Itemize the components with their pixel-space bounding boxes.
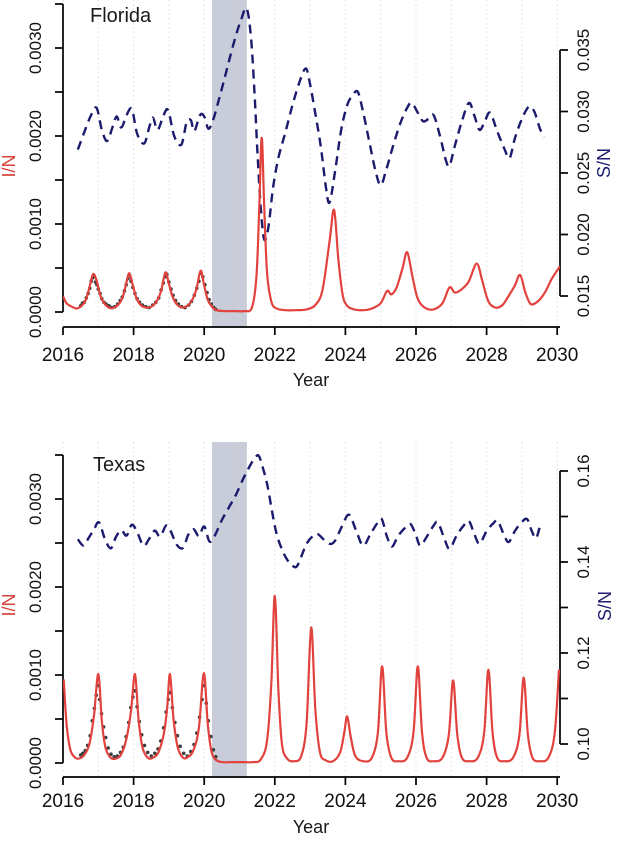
right-tick-label: 0.10	[574, 727, 593, 760]
left-axis-label-texas: I/N	[0, 593, 19, 616]
x-tick-label: 2018	[112, 345, 154, 366]
florida-panel: 2016 2018 2020 2022 2024 2026 2028 2030 0.0000 0.…	[26, 0, 593, 366]
x-tick-label: 2020	[183, 791, 225, 812]
left-tick-label: 0.0010	[26, 649, 45, 701]
left-tick-label: 0.0020	[26, 110, 45, 162]
x-tick-label: 2028	[465, 345, 507, 366]
x-tick-label: 2024	[324, 345, 367, 366]
left-tick-label: 0.0020	[26, 561, 45, 613]
left-tick-label: 0.0030	[26, 22, 45, 74]
right-axis-label-florida: S/N	[594, 148, 614, 178]
right-tick-label: 0.030	[574, 90, 593, 133]
x-tick-label: 2030	[536, 791, 578, 812]
data-dot	[109, 752, 113, 756]
data-dot	[211, 748, 216, 752]
infected-solid-curve	[63, 136, 560, 313]
left-tick-label: 0.0000	[26, 286, 45, 338]
right-axis-label-texas: S/N	[595, 591, 615, 621]
year-gridlines	[62, 442, 558, 777]
texas-panel: 2016 2018 2020 2022 2024 2026 2028 2030 0.0000 0.…	[26, 442, 593, 812]
infected-solid-curve	[63, 594, 560, 764]
x-tick-label: 2016	[42, 345, 84, 366]
x-tick-label: 2026	[395, 345, 437, 366]
x-axis-label-florida: Year	[293, 370, 329, 390]
left-tick-label: 0.0010	[26, 198, 45, 250]
left-axis-label-florida: I/N	[0, 154, 19, 177]
panel-title-florida: Florida	[90, 5, 152, 27]
data-dot	[153, 751, 157, 756]
x-axis-label-texas: Year	[293, 817, 329, 837]
x-tick-label: 2024	[324, 791, 367, 812]
x-tick-label: 2016	[42, 791, 84, 812]
x-tick-label: 2022	[254, 345, 296, 366]
series-layer	[63, 6, 560, 313]
right-tick-label: 0.16	[574, 454, 593, 487]
left-tick-label: 0.0030	[26, 473, 45, 525]
x-tick-label: 2018	[112, 791, 154, 812]
axes	[55, 3, 568, 335]
data-dot	[145, 750, 150, 755]
panel-title-texas: Texas	[93, 454, 145, 476]
series-layer	[63, 453, 560, 764]
data-dot	[142, 743, 147, 748]
right-tick-label: 0.035	[574, 29, 593, 72]
data-dot	[106, 746, 110, 750]
right-tick-label: 0.025	[574, 152, 593, 195]
pandemic-period-band	[212, 442, 247, 777]
x-tick-label: 2020	[183, 345, 225, 366]
data-dot	[112, 755, 116, 759]
x-tick-label: 2028	[465, 791, 507, 812]
susceptible-dashed-curve	[76, 453, 542, 569]
right-tick-label: 0.12	[574, 636, 593, 669]
left-tick-label: 0.0000	[26, 737, 45, 789]
year-gridlines	[62, 0, 558, 327]
data-dot	[178, 744, 182, 749]
x-tick-label: 2026	[395, 791, 437, 812]
right-tick-label: 0.020	[574, 213, 593, 256]
x-tick-label: 2022	[254, 791, 296, 812]
right-tick-label: 0.14	[574, 545, 593, 578]
susceptible-dashed-curve	[76, 6, 545, 242]
right-tick-label: 0.015	[574, 275, 593, 318]
data-dot	[181, 751, 186, 756]
pandemic-period-band	[212, 0, 247, 327]
x-tick-label: 2030	[536, 345, 578, 366]
axes	[55, 454, 568, 785]
